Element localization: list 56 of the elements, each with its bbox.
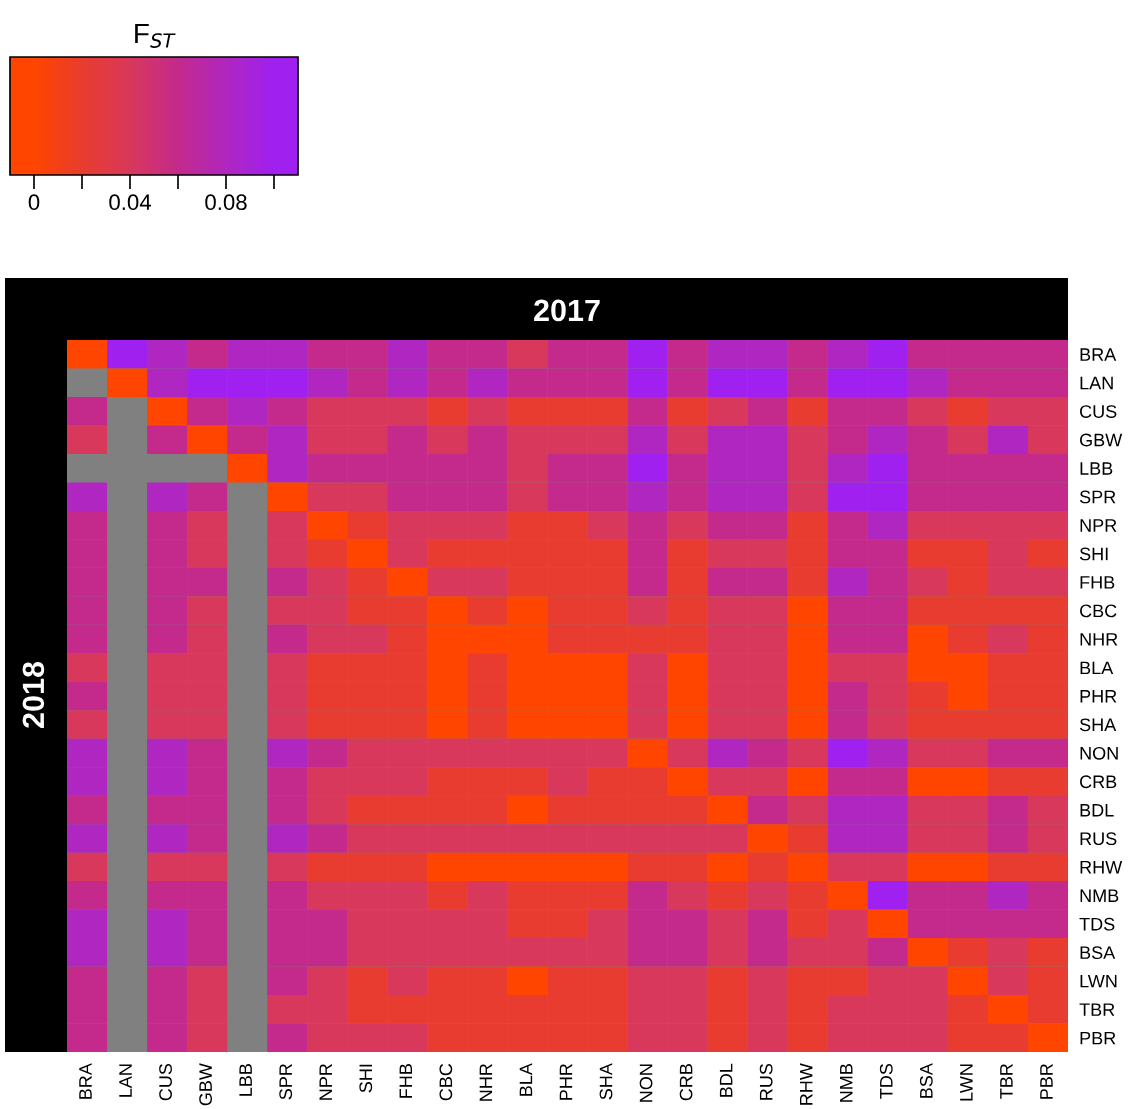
x-tick-label: NMB (840, 1064, 853, 1102)
y-tick-label: NMB (1080, 889, 1119, 902)
x-tick-label: GBW (199, 1063, 212, 1106)
x-tick-label: LWN (960, 1064, 973, 1101)
x-tick-label: TBR (1000, 1063, 1013, 1099)
x-tick-label: CBC (439, 1063, 453, 1101)
x-tick-label: RUS (759, 1063, 773, 1100)
y-tick-label: NON (1080, 746, 1118, 760)
x-tick-label: SHA (599, 1063, 613, 1100)
x-tick-label: LAN (119, 1064, 132, 1097)
color-bar-label: 0.04 (109, 194, 151, 211)
y-tick-label: SPR (1079, 490, 1116, 504)
y-tick-label: BDL (1080, 804, 1114, 817)
y-tick-label: BSA (1080, 946, 1116, 960)
y-tick-label: CRB (1080, 775, 1117, 789)
y-tick-label: FHB (1080, 576, 1115, 589)
y-tick-label: TDS (1079, 917, 1115, 931)
x-tick-label: BRA (79, 1063, 92, 1099)
y-axis-title: 2018 (22, 661, 45, 728)
x-tick-label: LBB (239, 1064, 252, 1096)
x-tick-label: BDL (719, 1063, 733, 1097)
color-bar-label: 0.08 (205, 194, 247, 211)
y-tick-label: CBC (1080, 604, 1117, 618)
x-tick-label: NHR (479, 1063, 493, 1101)
y-tick-label: NPR (1080, 519, 1117, 532)
x-tick-label: BLA (519, 1063, 533, 1096)
chart-title: 2017 (534, 299, 600, 322)
y-tick-label: TBR (1079, 1003, 1115, 1016)
y-tick-label: BRA (1080, 348, 1117, 361)
color-bar-label: 0 (28, 194, 40, 211)
x-tick-label: RHW (799, 1063, 813, 1105)
y-tick-label: LAN (1080, 376, 1113, 390)
x-tick-label: NPR (319, 1063, 332, 1100)
x-tick-label: BSA (919, 1063, 933, 1098)
y-tick-label: PHR (1080, 690, 1117, 703)
y-tick-label: NHR (1080, 633, 1118, 646)
y-tick-label: SHA (1079, 718, 1117, 732)
y-tick-label: CUS (1080, 405, 1117, 418)
x-tick-label: PHR (559, 1063, 573, 1100)
y-tick-label: PBR (1080, 1031, 1116, 1045)
x-tick-label: CRB (679, 1064, 693, 1101)
x-tick-label: PBR (1040, 1063, 1053, 1099)
x-tick-label: SPR (279, 1063, 293, 1100)
y-tick-label: RHW (1080, 861, 1123, 874)
x-tick-label: TDS (879, 1063, 893, 1099)
y-tick-label: RUS (1080, 832, 1117, 846)
y-tick-label: GBW (1080, 433, 1123, 447)
y-tick-label: SHI (1079, 547, 1108, 561)
y-tick-label: BLA (1080, 661, 1114, 675)
y-tick-label: LWN (1080, 974, 1117, 988)
x-tick-label: CUS (159, 1063, 172, 1101)
color-bar-title: F$_{ST}$ (135, 23, 176, 48)
y-tick-label: LBB (1080, 462, 1113, 475)
x-tick-label: FHB (399, 1064, 413, 1098)
x-tick-label: NON (639, 1064, 653, 1102)
x-tick-label: SHI (359, 1064, 373, 1093)
